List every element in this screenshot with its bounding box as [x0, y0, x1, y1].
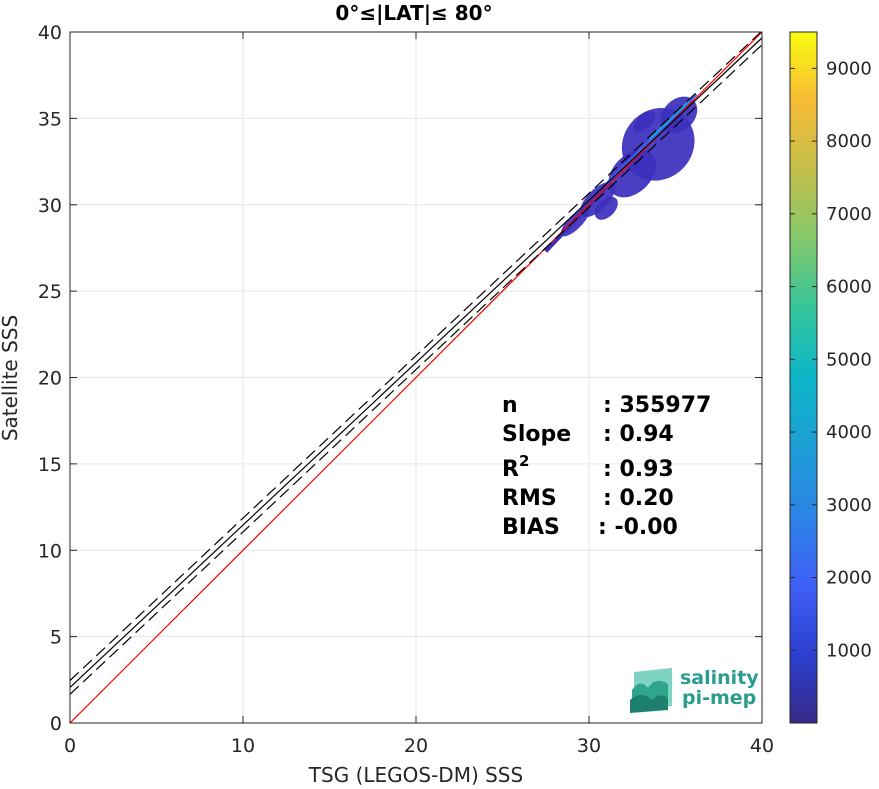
regression-line: [70, 37, 762, 688]
y-tick-label: 5: [50, 627, 62, 649]
regression-plus-2rms-line: [70, 32, 762, 681]
y-tick-label: 15: [38, 454, 62, 476]
x-tick-label: 40: [750, 735, 774, 757]
colorbar: [789, 31, 818, 724]
logo-line2: pi-mep: [682, 687, 756, 709]
density-core-high: [648, 100, 691, 140]
logo-line1: salinity: [680, 667, 759, 689]
y-tick-label: 25: [38, 281, 62, 303]
stat-label: RMS: [502, 486, 557, 511]
colorbar-tick-label: 4000: [826, 422, 872, 443]
colorbar-tick-label: 8000: [826, 131, 872, 152]
x-axis-label: TSG (LEGOS-DM) SSS: [308, 763, 523, 787]
colorbar-tick-label: 6000: [826, 277, 872, 298]
fit-lines: [70, 32, 762, 723]
colorbar-tick-label: 3000: [826, 495, 872, 516]
x-tick-label: 30: [577, 735, 601, 757]
stat-label: Slope: [502, 422, 571, 447]
stat-value: : 0.20: [603, 486, 674, 511]
y-tick-label: 30: [38, 195, 62, 217]
colorbar-tick-label: 1000: [826, 640, 872, 661]
y-axis-label: Satellite SSS: [0, 315, 22, 441]
x-tick-label: 0: [64, 735, 76, 757]
salinity-pi-mep-logo: salinity pi-mep: [630, 667, 759, 713]
y-tick-label: 10: [38, 540, 62, 562]
colorbar-tick-label: 9000: [826, 58, 872, 79]
colorbar-tick-label: 5000: [826, 349, 872, 370]
regression-minus-2rms-line: [70, 44, 762, 695]
y-tick-label: 40: [38, 22, 62, 44]
wave-logo-icon: [630, 668, 672, 713]
density-blob: [633, 110, 656, 133]
y-tick-label: 20: [38, 368, 62, 390]
colorbar-tick-label: 7000: [826, 204, 872, 225]
one-to-one-line: [70, 32, 762, 723]
y-tick-label: 35: [38, 108, 62, 130]
stat-value: : -0.00: [598, 515, 678, 540]
chart-title: 0°≤|LAT|≤ 80°: [335, 1, 492, 25]
x-tick-label: 10: [231, 735, 255, 757]
colorbar-ticks: 1000 2000 3000 4000 5000 6000 7000 8000 9000: [790, 58, 872, 661]
stat-value: : 0.93: [603, 457, 674, 482]
density-blob: [608, 149, 656, 198]
stat-label: n: [502, 393, 518, 418]
colorbar-tick-label: 2000: [826, 568, 872, 589]
axis-ticks: 0 10 20 30 40 0 5 10 15 20 25 30 35 40: [38, 22, 774, 757]
y-tick-label: 0: [50, 713, 62, 735]
stat-value: : 355977: [603, 393, 711, 418]
density-blob: [594, 196, 618, 220]
stat-value: : 0.94: [603, 422, 674, 447]
x-tick-label: 20: [404, 735, 428, 757]
stat-label: BIAS: [502, 515, 560, 540]
